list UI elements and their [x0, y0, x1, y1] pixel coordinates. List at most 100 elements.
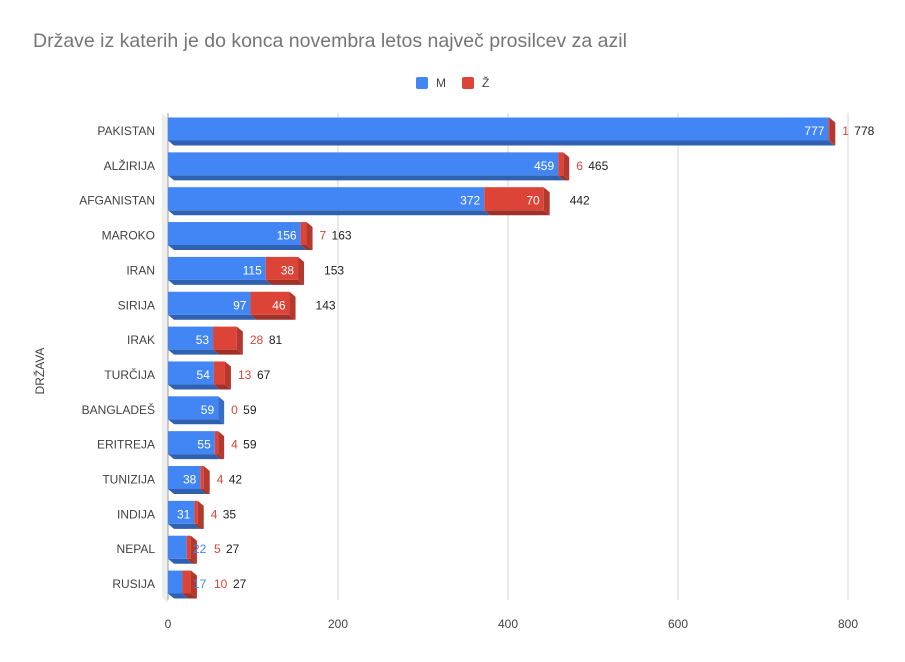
category-label: ALŽIRIJA	[104, 158, 155, 173]
bar-m-bottom	[168, 558, 193, 564]
bar-end-face	[224, 361, 231, 390]
bar-m-bottom	[168, 314, 257, 320]
bar-z	[186, 535, 191, 559]
category-label: RUSIJA	[112, 577, 155, 591]
bar-m-bottom	[168, 349, 220, 355]
bar-m	[168, 291, 251, 315]
category-label: INDIJA	[117, 507, 155, 521]
legend-item-z[interactable]: Ž	[462, 76, 489, 90]
bar-m-bottom	[168, 489, 207, 494]
bar-m	[168, 570, 183, 594]
bar-z	[484, 187, 544, 211]
x-tick-label: 400	[498, 617, 518, 631]
data-label-z: 0	[231, 403, 238, 417]
category-label: TUNIZIJA	[102, 473, 155, 487]
legend-item-m[interactable]: M	[416, 76, 446, 90]
data-label-m: 22	[193, 542, 207, 556]
bar-end-face	[563, 152, 570, 181]
x-tick-label: 0	[165, 617, 172, 631]
data-label-z: 5	[214, 542, 221, 556]
bar-m-bottom	[168, 245, 307, 251]
bar-m	[168, 187, 485, 211]
data-label-m: 17	[193, 577, 207, 591]
x-tick-label: 200	[328, 617, 348, 631]
category-label: IRAN	[126, 263, 155, 277]
legend-swatch-z	[462, 77, 474, 89]
data-label-m: 97	[233, 298, 247, 312]
legend: M Ž	[0, 76, 905, 94]
category-label: BANGLADEŠ	[82, 402, 155, 417]
bar-m-bottom	[168, 279, 272, 285]
data-label-m: 59	[201, 403, 215, 417]
bar-z-bottom	[186, 558, 197, 564]
data-label-total: 27	[233, 577, 247, 591]
bar-z-bottom	[194, 523, 204, 529]
data-label-total: 42	[229, 473, 243, 487]
category-label: NEPAL	[117, 542, 156, 556]
bar-end-face	[190, 535, 197, 564]
bar-m	[168, 535, 187, 559]
bar-end-face	[218, 396, 225, 425]
data-label-total: 59	[243, 438, 257, 452]
data-label-total: 465	[588, 159, 608, 173]
bar-z-bottom	[182, 593, 197, 599]
bar-z-bottom	[213, 349, 243, 355]
bar-z	[558, 152, 564, 176]
category-label: ERITREJA	[97, 438, 155, 452]
data-label-z: 70	[526, 194, 540, 208]
axis-floor	[162, 113, 168, 603]
data-label-m: 31	[177, 507, 191, 521]
bar-z-bottom	[558, 175, 570, 181]
bar-m	[168, 222, 301, 246]
y-axis-title: DRŽAVA	[32, 348, 47, 395]
bar-end-face	[197, 500, 204, 529]
bar-z	[213, 361, 225, 385]
data-label-total: 35	[223, 507, 237, 521]
data-label-total: 59	[243, 403, 257, 417]
data-label-m: 777	[804, 124, 824, 138]
data-label-z: 6	[576, 159, 583, 173]
bar-m	[168, 466, 201, 489]
bar-m-bottom	[168, 175, 565, 181]
bar-m	[168, 152, 559, 176]
bar-end-face	[218, 431, 225, 460]
data-label-z: 10	[214, 577, 228, 591]
x-tick-label: 600	[668, 617, 688, 631]
data-label-z: 1	[842, 124, 849, 138]
data-label-total: 143	[316, 298, 336, 312]
data-label-z: 4	[231, 438, 238, 452]
data-label-total: 81	[269, 333, 283, 347]
bar-z	[300, 222, 307, 246]
data-label-m: 53	[196, 333, 210, 347]
data-label-z: 46	[272, 298, 286, 312]
data-label-z: 38	[281, 263, 295, 277]
bar-m-bottom	[168, 419, 225, 425]
legend-label-m: M	[436, 76, 446, 90]
bar-z-bottom	[265, 279, 305, 285]
data-label-total: 163	[332, 229, 352, 243]
bar-z-bottom	[828, 140, 836, 146]
bar-m-bottom	[168, 454, 221, 460]
bar-z	[200, 466, 204, 489]
bar-z	[265, 256, 299, 280]
bar-m	[168, 500, 195, 524]
bar-z-bottom	[484, 210, 550, 216]
data-label-total: 67	[257, 368, 271, 382]
bar-m	[168, 361, 214, 385]
data-label-total: 27	[226, 542, 240, 556]
bar-z	[250, 291, 290, 315]
bar-z-bottom	[214, 454, 225, 460]
bar-z	[182, 570, 191, 594]
bar-z	[213, 326, 237, 350]
legend-label-z: Ž	[482, 76, 490, 90]
bar-end-face	[306, 222, 313, 251]
bar-m	[168, 117, 829, 141]
data-label-z: 7	[320, 229, 327, 243]
data-label-m: 54	[197, 368, 211, 382]
bar-end-face	[236, 326, 243, 355]
data-label-total: 153	[324, 263, 344, 277]
bar-z	[828, 117, 830, 141]
data-label-m: 115	[243, 263, 262, 277]
bar-m-bottom	[168, 140, 835, 146]
